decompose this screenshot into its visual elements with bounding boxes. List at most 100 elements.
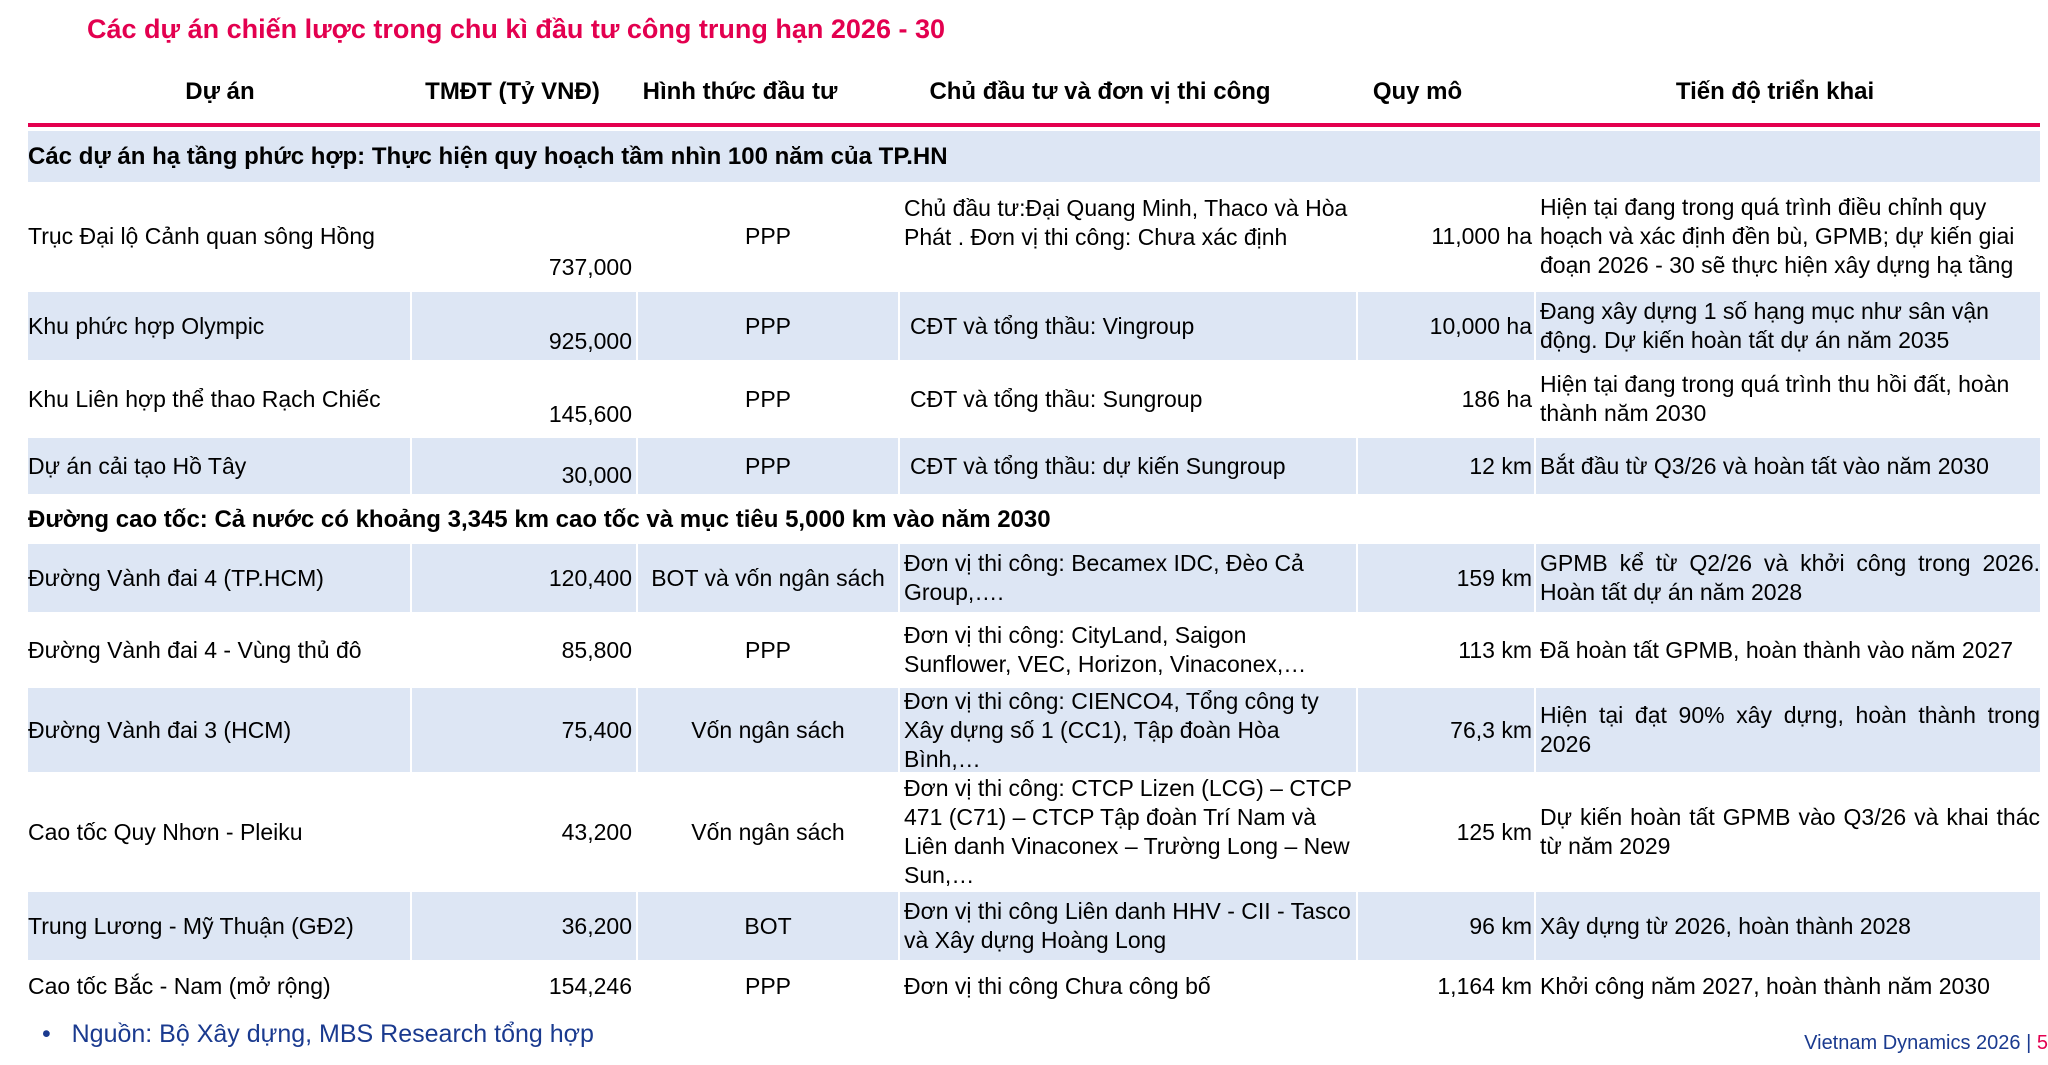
section-header: Đường cao tốc: Cả nước có khoảng 3,345 k… — [28, 498, 2040, 542]
footer-brand: Vietnam Dynamics 2026 — [1804, 1032, 2021, 1054]
project-investment-form: PPP — [744, 222, 792, 249]
project-name: Đường Vành đai 4 - Vùng thủ đô — [28, 636, 362, 663]
page-title: Các dự án chiến lược trong chu kì đầu tư… — [87, 14, 945, 44]
project-investment-form: BOT — [638, 892, 898, 960]
table-row: Cao tốc Quy Nhơn - Pleiku 43,200 Vốn ngâ… — [28, 775, 2040, 889]
project-progress: Hiện tại đạt 90% xây dựng, hoàn thành tr… — [1536, 688, 2040, 772]
table-row: Đường Vành đai 3 (HCM) 75,400 Vốn ngân s… — [28, 688, 2040, 772]
project-scale: 113 km — [1458, 636, 1532, 663]
project-owner: Đơn vị thi công Chưa công bố — [904, 972, 1211, 999]
project-scale: 96 km — [1358, 892, 1534, 960]
project-investment-form: PPP — [744, 385, 792, 412]
project-scale: 186 ha — [1461, 385, 1532, 412]
header-project: Dự án — [185, 78, 255, 105]
project-owner: CĐT và tổng thầu: dự kiến Sungroup — [900, 438, 1356, 494]
project-owner: Chủ đầu tư:Đại Quang Minh, Thaco và Hòa … — [900, 186, 1356, 286]
project-investment-form: BOT và vốn ngân sách — [638, 544, 898, 612]
table-row: Dự án cải tạo Hồ Tây 30,000 PPP CĐT và t… — [28, 438, 2040, 494]
header-scale: Quy mô — [1372, 78, 1463, 105]
project-name: Cao tốc Quy Nhơn - Pleiku — [28, 818, 303, 845]
project-name: Đường Vành đai 4 (TP.HCM) — [28, 544, 410, 612]
project-progress-text: Hiện tại đang trong quá trình điều chỉnh… — [1540, 193, 2015, 278]
project-name: Trục Đại lộ Cảnh quan sông Hồng — [28, 222, 375, 249]
header-tmdt: TMĐT (Tỷ VNĐ) — [425, 78, 600, 105]
project-progress-text: Đã hoàn tất GPMB, hoàn thành vào năm 202… — [1540, 636, 2014, 663]
project-progress-text: Dự kiến hoàn tất GPMB vào Q3/26 và khai … — [1540, 804, 2040, 859]
project-investment-form: PPP — [638, 438, 898, 494]
project-investment-form: PPP — [744, 636, 792, 663]
project-progress-text: Đang xây dựng 1 số hạng mục như sân vận … — [1540, 298, 1989, 353]
table-row: Khu Liên hợp thể thao Rạch Chiếc 145,600… — [28, 365, 2040, 433]
project-progress: Đang xây dựng 1 số hạng mục như sân vận … — [1536, 292, 2040, 360]
project-tmdt: 154,246 — [548, 972, 632, 999]
project-progress-text: Hiện tại đang trong quá trình thu hồi đấ… — [1540, 371, 2010, 426]
project-progress-text: GPMB kể từ Q2/26 và khởi công trong 2026… — [1540, 550, 2040, 605]
table-row: Khu phức hợp Olympic 925,000 PPP CĐT và … — [28, 292, 2040, 360]
project-owner-text: Đơn vị thi công: Becamex IDC, Đèo Cả Gro… — [904, 550, 1304, 605]
project-owner: Đơn vị thi công Liên danh HHV - CII - Ta… — [900, 892, 1356, 960]
project-investment-form: PPP — [638, 292, 898, 360]
project-tmdt: 75,400 — [412, 688, 636, 772]
project-owner: CĐT và tổng thầu: Sungroup — [910, 385, 1203, 412]
source-note: • Nguồn: Bộ Xây dựng, MBS Research tổng … — [42, 1020, 594, 1049]
project-tmdt: 145,600 — [548, 401, 632, 427]
project-tmdt: 120,400 — [412, 544, 636, 612]
project-name: Cao tốc Bắc - Nam (mở rộng) — [28, 972, 331, 999]
header-investment-form: Hình thức đầu tư — [642, 78, 838, 105]
project-scale: 125 km — [1456, 818, 1532, 845]
header-progress: Tiến độ triển khai — [1675, 78, 1875, 105]
project-scale: 12 km — [1358, 438, 1534, 494]
project-progress-text: Xây dựng từ 2026, hoàn thành 2028 — [1540, 912, 1911, 939]
footer-separator: | — [2026, 1032, 2032, 1054]
project-name: Dự án cải tạo Hồ Tây — [28, 438, 410, 494]
project-progress: Dự kiến hoàn tất GPMB vào Q3/26 và khai … — [1536, 775, 2040, 889]
project-progress: Hiện tại đang trong quá trình điều chỉnh… — [1536, 186, 2040, 286]
project-progress: Khởi công năm 2027, hoàn thành năm 2030 — [1540, 972, 1990, 999]
table-row: Trung Lương - Mỹ Thuận (GĐ2) 36,200 BOT … — [28, 892, 2040, 960]
project-tmdt: 737,000 — [548, 254, 632, 280]
project-investment-form: PPP — [744, 972, 792, 999]
project-owner: Đơn vị thi công: CIENCO4, Tổng công ty X… — [900, 688, 1356, 772]
table-row: Trục Đại lộ Cảnh quan sông Hồng 737,000 … — [28, 186, 2040, 286]
table-row: Đường Vành đai 4 - Vùng thủ đô 85,800 PP… — [28, 616, 2040, 684]
project-name: Khu Liên hợp thể thao Rạch Chiếc — [28, 385, 381, 412]
project-scale: 1,164 km — [1437, 972, 1532, 999]
project-investment-form: Vốn ngân sách — [691, 818, 845, 845]
footer: Vietnam Dynamics 2026 | 5 — [1804, 1032, 2048, 1055]
project-tmdt: 85,800 — [561, 636, 632, 663]
project-progress: Hiện tại đang trong quá trình thu hồi đấ… — [1536, 365, 2040, 433]
project-tmdt: 36,200 — [412, 892, 636, 960]
project-tmdt: 43,200 — [561, 818, 632, 845]
header-divider — [28, 123, 2040, 127]
project-scale: 10,000 ha — [1358, 292, 1534, 360]
project-owner-text: Chủ đầu tư:Đại Quang Minh, Thaco và Hòa … — [904, 195, 1348, 250]
bullet: • — [42, 1020, 51, 1048]
project-owner: CĐT và tổng thầu: Vingroup — [900, 292, 1356, 360]
source-text: Nguồn: Bộ Xây dựng, MBS Research tổng hợ… — [71, 1020, 594, 1048]
section-header: Các dự án hạ tầng phức hợp: Thực hiện qu… — [28, 131, 2040, 182]
project-progress-text: Bắt đầu từ Q3/26 và hoàn tất vào năm 203… — [1540, 452, 1989, 479]
project-scale: 76,3 km — [1358, 688, 1534, 772]
section-title: Các dự án hạ tầng phức hợp: Thực hiện qu… — [28, 142, 948, 170]
project-scale: 159 km — [1358, 544, 1534, 612]
project-owner: Đơn vị thi công: CTCP Lizen (LCG) – CTCP… — [900, 775, 1356, 889]
project-owner: Đơn vị thi công: CityLand, Saigon Sunflo… — [900, 616, 1356, 684]
section-title: Đường cao tốc: Cả nước có khoảng 3,345 k… — [28, 506, 1051, 533]
project-owner: Đơn vị thi công: Becamex IDC, Đèo Cả Gro… — [900, 544, 1356, 612]
project-progress: GPMB kể từ Q2/26 và khởi công trong 2026… — [1536, 544, 2040, 612]
project-tmdt: 925,000 — [412, 292, 636, 360]
header-owner: Chủ đầu tư và đơn vị thi công — [929, 78, 1271, 105]
project-progress-text: Hiện tại đạt 90% xây dựng, hoàn thành tr… — [1540, 702, 2040, 757]
project-scale: 11,000 ha — [1431, 222, 1532, 249]
project-name: Đường Vành đai 3 (HCM) — [28, 688, 410, 772]
table-row: Cao tốc Bắc - Nam (mở rộng) 154,246 PPP … — [28, 964, 2040, 1008]
project-tmdt: 30,000 — [412, 438, 636, 494]
project-name: Khu phức hợp Olympic — [28, 292, 410, 360]
project-owner-text: Đơn vị thi công: CityLand, Saigon Sunflo… — [904, 622, 1307, 677]
project-owner-text: Đơn vị thi công: CTCP Lizen (LCG) – CTCP… — [904, 775, 1352, 888]
project-progress: Xây dựng từ 2026, hoàn thành 2028 — [1536, 892, 2040, 960]
project-name: Trung Lương - Mỹ Thuận (GĐ2) — [28, 892, 410, 960]
table-row: Đường Vành đai 4 (TP.HCM) 120,400 BOT và… — [28, 544, 2040, 612]
project-progress: Bắt đầu từ Q3/26 và hoàn tất vào năm 203… — [1536, 438, 2040, 494]
project-owner-text: Đơn vị thi công: CIENCO4, Tổng công ty X… — [904, 687, 1319, 772]
